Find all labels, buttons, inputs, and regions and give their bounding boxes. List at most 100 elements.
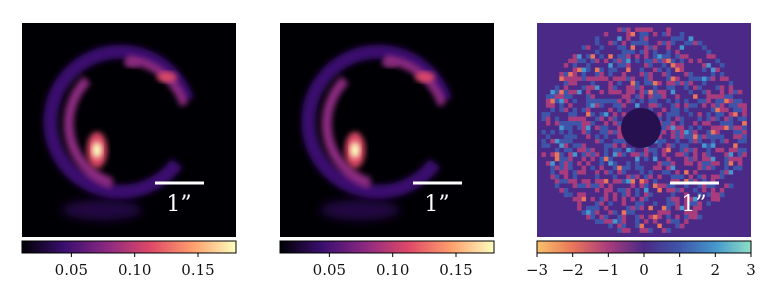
pixel xyxy=(550,125,556,131)
pixel xyxy=(675,112,680,117)
pixel xyxy=(661,205,667,211)
pixel xyxy=(590,116,596,122)
pixel xyxy=(554,152,560,158)
pixel xyxy=(648,183,654,189)
pixel xyxy=(621,107,627,113)
pixel xyxy=(635,161,640,166)
pixel xyxy=(550,174,556,180)
pixel xyxy=(581,130,587,135)
pixel xyxy=(626,85,631,91)
pixel xyxy=(568,107,573,113)
pixel xyxy=(572,89,578,95)
pixel xyxy=(661,138,667,144)
pixel xyxy=(693,63,698,68)
pixel xyxy=(684,130,689,135)
pixel xyxy=(550,89,556,95)
pixel xyxy=(657,89,663,95)
colorbar-tick-label: −3 xyxy=(526,261,548,279)
pixel xyxy=(568,85,573,91)
pixel xyxy=(639,205,645,211)
pixel xyxy=(719,121,725,126)
pixel xyxy=(688,147,694,153)
pixel xyxy=(603,223,609,229)
pixel xyxy=(697,103,703,109)
pixel xyxy=(652,98,658,104)
pixel xyxy=(693,205,698,211)
pixel xyxy=(603,170,609,175)
pixel xyxy=(635,201,640,207)
pixel xyxy=(679,76,685,82)
pixel xyxy=(630,27,636,33)
pixel xyxy=(679,89,685,95)
pixel xyxy=(586,103,591,109)
pixel xyxy=(617,156,623,162)
pixel xyxy=(603,54,609,59)
pixel xyxy=(693,94,698,100)
pixel xyxy=(693,143,698,149)
pixel xyxy=(626,143,631,149)
pixel xyxy=(670,63,676,68)
pixel xyxy=(586,89,591,95)
pixel xyxy=(648,49,654,55)
pixel xyxy=(630,76,636,82)
pixel xyxy=(657,31,663,37)
pixel xyxy=(563,170,569,175)
pixel xyxy=(577,98,582,104)
pixel xyxy=(724,94,730,100)
pixel xyxy=(701,121,707,126)
pixel xyxy=(568,89,573,95)
pixel xyxy=(621,112,627,117)
pixel xyxy=(670,223,676,229)
pixel xyxy=(630,170,636,175)
pixel xyxy=(693,72,698,77)
pixel xyxy=(675,161,680,166)
pixel xyxy=(590,196,596,202)
pixel xyxy=(590,152,596,158)
pixel xyxy=(652,223,658,229)
pixel xyxy=(594,121,600,126)
pixel xyxy=(701,165,707,171)
pixel xyxy=(675,98,680,104)
pixel xyxy=(572,85,578,91)
pixel xyxy=(697,89,703,95)
pixel xyxy=(621,85,627,91)
pixel xyxy=(733,103,738,109)
pixel xyxy=(630,192,636,198)
pixel xyxy=(670,89,676,95)
pixel xyxy=(586,98,591,104)
pixel xyxy=(608,156,614,162)
pixel xyxy=(715,179,721,184)
arc-peak xyxy=(92,142,102,158)
pixel xyxy=(657,138,663,144)
pixel xyxy=(617,147,623,153)
pixel xyxy=(554,170,560,175)
pixel xyxy=(648,63,654,68)
pixel xyxy=(626,152,631,158)
pixel xyxy=(586,58,591,64)
pixel xyxy=(608,152,614,158)
pixel xyxy=(541,143,547,149)
pixel xyxy=(639,49,645,55)
pixel xyxy=(635,103,640,109)
pixel xyxy=(728,125,734,131)
pixel xyxy=(630,89,636,95)
pixel xyxy=(586,147,591,153)
pixel xyxy=(697,125,703,131)
pixel xyxy=(666,80,672,86)
faint-emission xyxy=(320,200,400,220)
pixel xyxy=(599,107,605,113)
pixel xyxy=(715,107,721,113)
pixel xyxy=(719,187,725,193)
pixel xyxy=(630,210,636,216)
pixel xyxy=(697,187,703,193)
pixel xyxy=(724,67,730,73)
pixel xyxy=(657,134,663,140)
pixel xyxy=(568,67,573,73)
pixel xyxy=(661,214,667,220)
pixel xyxy=(550,143,556,149)
pixel xyxy=(586,170,591,175)
pixel xyxy=(706,205,712,211)
pixel xyxy=(559,147,565,153)
pixel xyxy=(568,174,573,180)
pixel xyxy=(608,89,614,95)
